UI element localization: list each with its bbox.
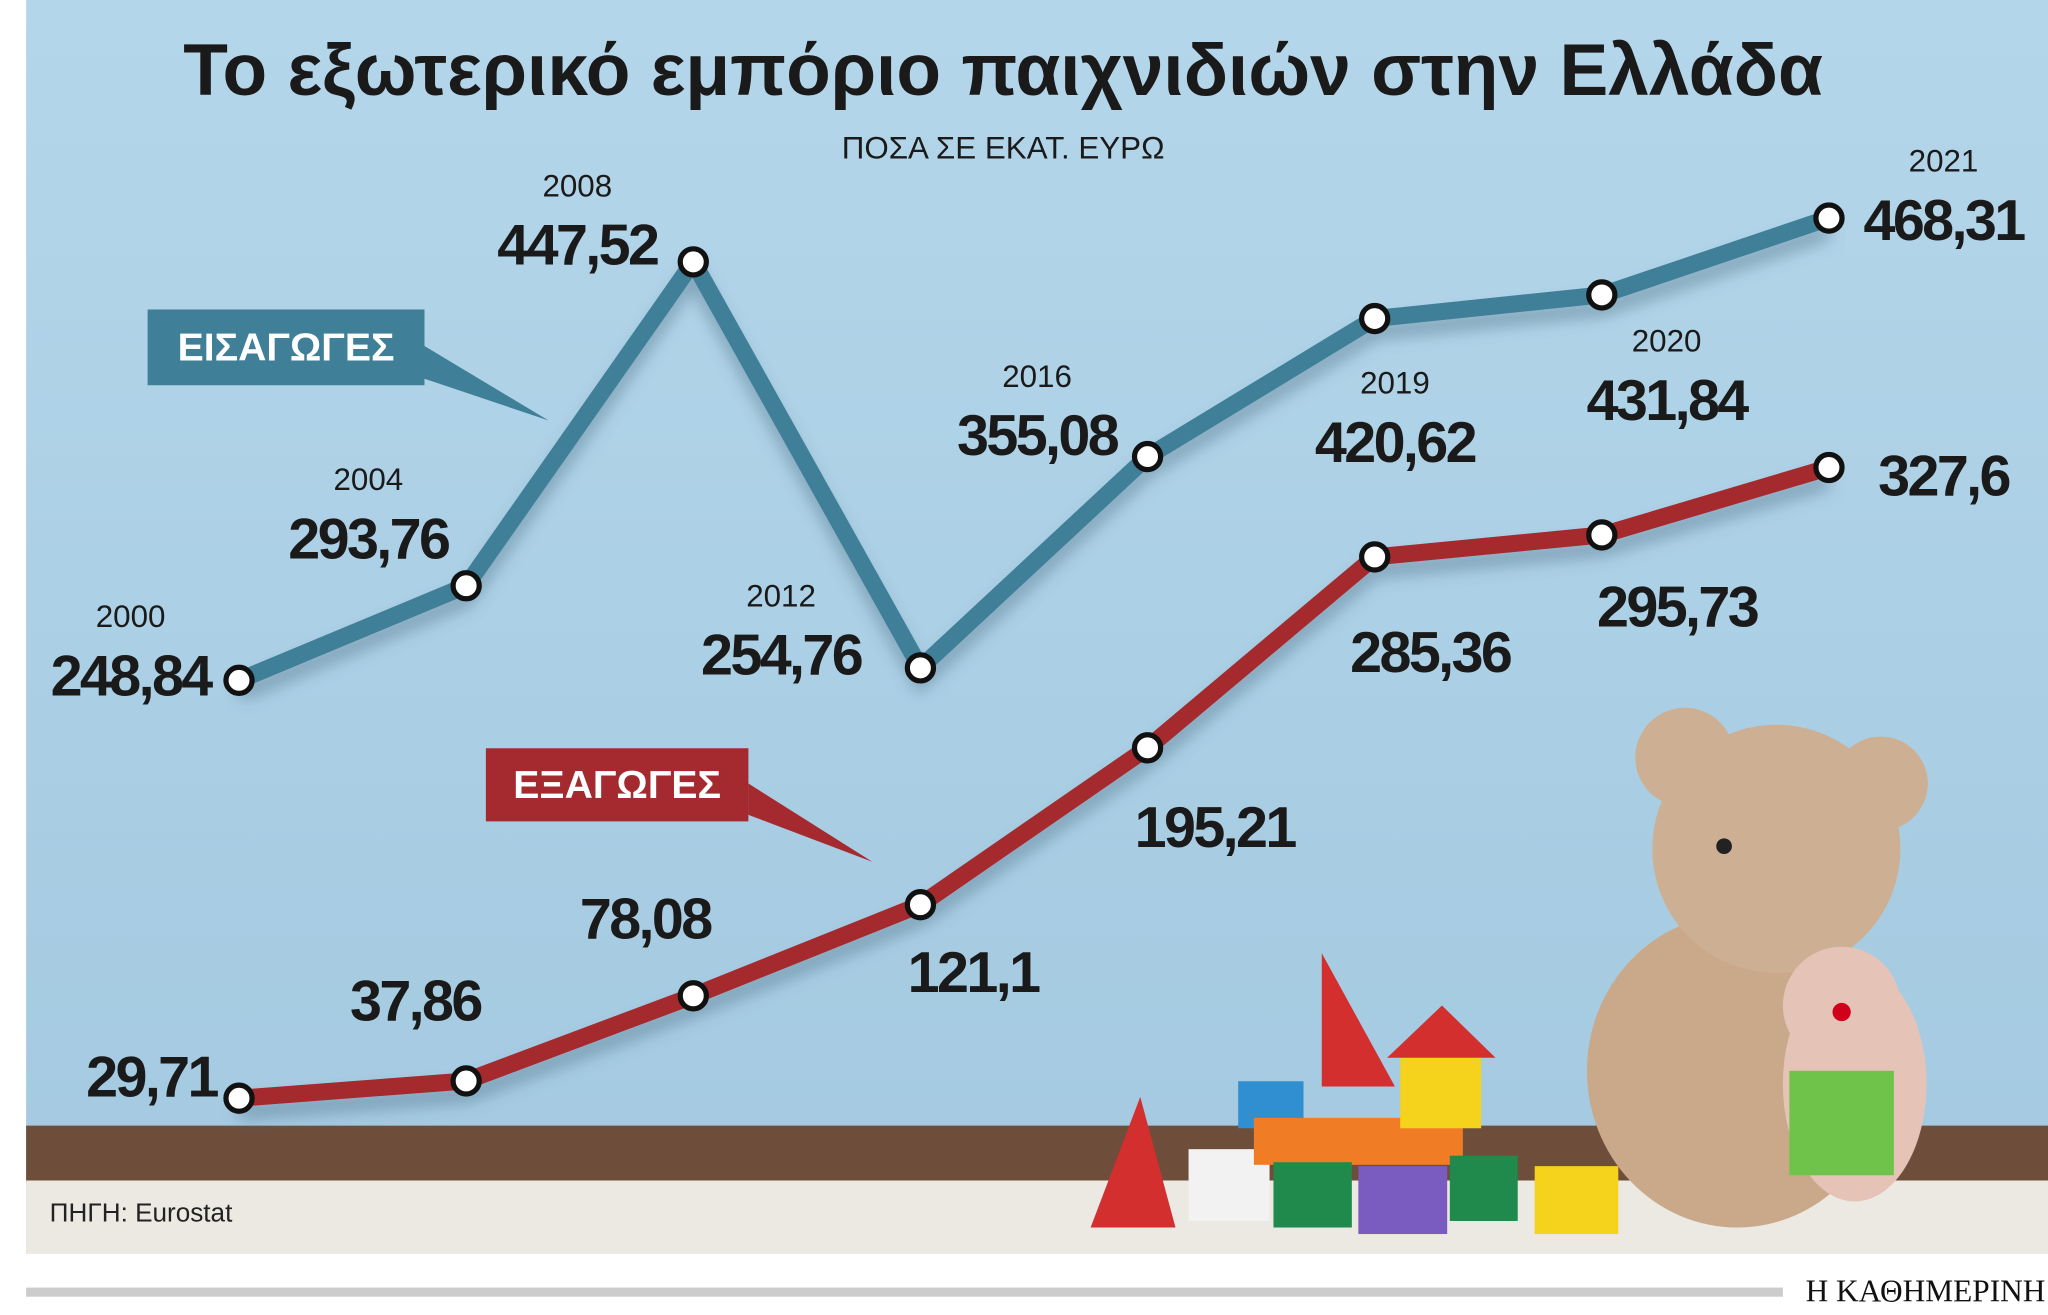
value-label: 29,71 (86, 1045, 218, 1109)
point (1131, 732, 1164, 764)
chart-subtitle: ΠΟΣΑ ΣΕ ΕΚΑΤ. ΕΥΡΩ (842, 130, 1165, 165)
point (450, 570, 482, 602)
source: ΠΗΓΗ: Eurostat (50, 1197, 233, 1227)
legend-pointer (424, 346, 549, 421)
value-label: 285,36 (1350, 621, 1511, 685)
point (223, 1082, 255, 1114)
line (238, 459, 1832, 1107)
point (904, 889, 937, 921)
legend-tag (147, 309, 425, 386)
point (1813, 202, 1845, 234)
value-label: 248,84 (51, 645, 214, 709)
value-label: 447,52 (497, 214, 658, 278)
toys (1090, 707, 1928, 1235)
point (1586, 279, 1618, 311)
year-label: 2020 (1632, 324, 1702, 359)
year-label: 2021 (1909, 144, 1979, 179)
point (450, 1065, 482, 1097)
value-label: 431,84 (1587, 369, 1750, 433)
legend-tag (485, 748, 749, 822)
value-label: 37,86 (350, 970, 481, 1034)
year-label: 2016 (1002, 359, 1072, 394)
point (223, 664, 255, 697)
plot: 248,84 293,76 447,52 254,76 355,08 420,62 431,… (51, 144, 2028, 1114)
value-label: 420,62 (1315, 411, 1476, 475)
point (1131, 440, 1164, 473)
value-label: 295,73 (1597, 575, 1758, 639)
brand: Η ΚΑΘΗΜΕΡΙΝΗ (1806, 1273, 2046, 1308)
series (235, 210, 1832, 689)
value-label: 355,08 (957, 404, 1119, 468)
legend-pointer (748, 783, 873, 862)
footer-rule (26, 1287, 1783, 1297)
year-label: 2000 (96, 599, 166, 634)
point (677, 246, 709, 278)
line (235, 210, 1832, 689)
year-label: 2012 (746, 578, 816, 613)
value-label: 195,21 (1135, 796, 1297, 860)
chart-title: Το εξωτερικό εμπόριο παιχνιδιών στην Ελλ… (183, 30, 1823, 111)
point (1359, 302, 1391, 335)
year-label: 2019 (1360, 366, 1430, 401)
point (1813, 451, 1845, 484)
legend-label: ΕΞΑΓΩΓΕΣ (513, 764, 721, 807)
legend-label: ΕΙΣΑΓΩΓΕΣ (178, 326, 395, 369)
value-label: 78,08 (580, 887, 712, 951)
year-label: 2004 (333, 462, 403, 497)
point (1586, 519, 1618, 551)
year-label: 2008 (542, 168, 612, 203)
value-label: 121,1 (908, 941, 1040, 1005)
value-label: 468,31 (1863, 189, 2025, 253)
point (904, 652, 937, 684)
point (677, 980, 709, 1012)
value-label: 293,76 (288, 507, 449, 571)
value-label: 254,76 (701, 624, 862, 688)
series (238, 459, 1832, 1107)
value-label: 327,6 (1878, 445, 2009, 509)
point (1359, 541, 1391, 573)
